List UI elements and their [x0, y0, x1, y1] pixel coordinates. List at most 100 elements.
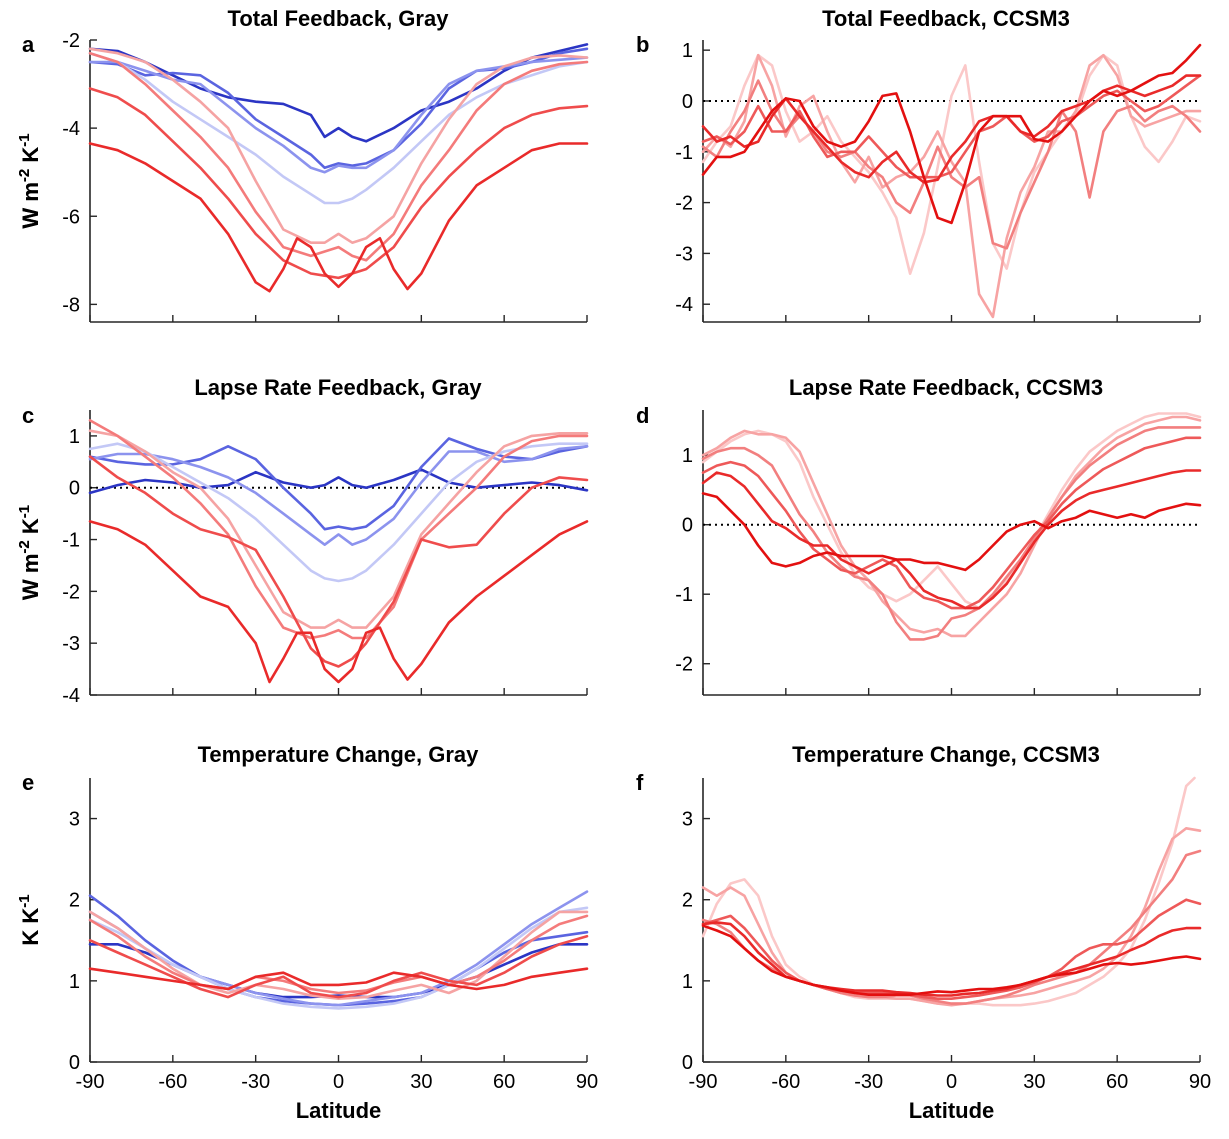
series-line-6 — [701, 492, 1202, 572]
y-tick-label: -8 — [62, 294, 80, 316]
series-line-1 — [701, 53, 1202, 275]
x-tick-label: -60 — [771, 1071, 800, 1093]
panel-title: Lapse Rate Feedback, CCSM3 — [789, 375, 1103, 400]
y-axis-label: K K-1 — [16, 894, 43, 945]
y-tick-label: -4 — [675, 294, 693, 316]
y-tick-label: 1 — [682, 445, 693, 467]
y-tick-label: -2 — [62, 30, 80, 52]
y-tick-label: -3 — [675, 243, 693, 265]
series-line-4 — [701, 898, 1202, 1000]
panel-letter: e — [22, 770, 34, 795]
y-tick-label: 0 — [682, 1052, 693, 1074]
panel-f: Temperature Change, CCSM3 f 0 1 2 3 -90 -60 -30 0… — [16, 742, 1211, 1123]
y-tick-label: 1 — [682, 971, 693, 993]
panel-d: Lapse Rate Feedback, CCSM3 d -2 -1 0 1 W m-2 K… — [16, 375, 1202, 696]
series-line-1 — [88, 468, 589, 495]
series-line-4 — [701, 436, 1202, 610]
series-line-8 — [88, 142, 589, 293]
x-tick-label: 0 — [333, 1071, 344, 1093]
series-line-7 — [88, 934, 589, 999]
y-tick-label: 1 — [69, 426, 80, 448]
y-axis-label: W m-2 K-1 — [16, 505, 43, 600]
series-line-4 — [88, 51, 589, 205]
series-line-6 — [88, 419, 589, 640]
series-line-1 — [88, 43, 589, 143]
panel-c: Lapse Rate Feedback, Gray c -4 -3 -2 -1 0 1 W m-… — [16, 375, 589, 707]
series-line-6 — [88, 51, 589, 262]
x-axis-label: Latitude — [909, 1098, 995, 1123]
series-line-5 — [88, 47, 589, 244]
y-tick-label: -2 — [62, 581, 80, 603]
panel-letter: f — [636, 770, 644, 795]
series-line-1 — [701, 412, 1202, 610]
panel-letter: d — [636, 403, 649, 428]
y-tick-label: 3 — [682, 809, 693, 831]
series-line-6 — [701, 924, 1202, 996]
series-line-1 — [88, 943, 589, 999]
series-line-5 — [88, 429, 589, 629]
panel-title: Temperature Change, Gray — [198, 742, 480, 767]
y-tick-label: 1 — [682, 40, 693, 62]
y-tick-label: 2 — [69, 890, 80, 912]
series-line-3 — [701, 849, 1202, 1005]
y-tick-label: 2 — [682, 890, 693, 912]
y-axis-label: W m-2 K-1 — [16, 505, 43, 600]
panel-e: Temperature Change, Gray e 0 1 2 3 -90 -60 -30 0 3… — [16, 742, 598, 1123]
y-axis-label: W m-2 K-1 — [16, 133, 43, 228]
x-tick-label: -30 — [241, 1071, 270, 1093]
series-line-6 — [88, 914, 589, 995]
y-tick-label: 0 — [682, 91, 693, 113]
x-tick-label: 60 — [493, 1071, 515, 1093]
y-axis-label: K K-1 — [16, 894, 43, 945]
y-tick-label: -4 — [62, 118, 80, 140]
x-tick-label: 30 — [1023, 1071, 1045, 1093]
y-tick-label: 0 — [682, 515, 693, 537]
panel-letter: c — [22, 403, 34, 428]
series-line-5 — [701, 469, 1202, 610]
series-line-2 — [88, 47, 589, 170]
x-tick-label: -90 — [689, 1071, 718, 1093]
y-tick-label: -3 — [62, 633, 80, 655]
y-axis-label: W m-2 K-1 — [16, 133, 43, 228]
series-line-8 — [88, 520, 589, 684]
panel-title: Total Feedback, CCSM3 — [822, 6, 1070, 31]
panel-title: Temperature Change, CCSM3 — [792, 742, 1100, 767]
y-tick-label: 0 — [69, 478, 80, 500]
y-tick-label: -4 — [62, 685, 80, 707]
series-line-5 — [88, 910, 589, 1000]
y-tick-label: 1 — [69, 971, 80, 993]
x-tick-label: -90 — [76, 1071, 105, 1093]
series-line-3 — [701, 426, 1202, 641]
panel-title: Total Feedback, Gray — [228, 6, 450, 31]
panel-a: Total Feedback, Gray a -8 -6 -4 -2 W m-2 K-1 — [16, 6, 589, 323]
y-tick-label: -6 — [62, 206, 80, 228]
y-tick-label: -1 — [675, 142, 693, 164]
series-line-4 — [701, 74, 1202, 179]
x-tick-label: 90 — [1189, 1071, 1211, 1093]
y-tick-label: 0 — [69, 1052, 80, 1074]
series-line-2 — [701, 415, 1202, 638]
panel-letter: a — [22, 32, 35, 57]
panel-b: Total Feedback, CCSM3 b -4 -3 -2 -1 0 1 W m-2 K-… — [16, 6, 1202, 323]
series-line-6 — [701, 43, 1202, 225]
panel-title: Lapse Rate Feedback, Gray — [194, 375, 482, 400]
x-tick-label: 60 — [1106, 1071, 1128, 1093]
series-line-3 — [88, 56, 589, 174]
x-tick-label: 90 — [576, 1071, 598, 1093]
x-axis-label: Latitude — [296, 1098, 382, 1123]
series-line-2 — [701, 827, 1202, 1007]
y-tick-label: -1 — [62, 530, 80, 552]
series-line-3 — [88, 445, 589, 546]
y-tick-label: -1 — [675, 584, 693, 606]
x-tick-label: -60 — [158, 1071, 187, 1093]
y-tick-label: -2 — [675, 654, 693, 676]
series-line-7 — [88, 87, 589, 280]
series-line-7 — [88, 455, 589, 668]
series-line-4 — [88, 906, 589, 1010]
y-tick-label: -2 — [675, 193, 693, 215]
series-line-2 — [701, 53, 1202, 319]
series-line-8 — [88, 967, 589, 991]
y-tick-label: 3 — [69, 809, 80, 831]
x-tick-label: 30 — [410, 1071, 432, 1093]
